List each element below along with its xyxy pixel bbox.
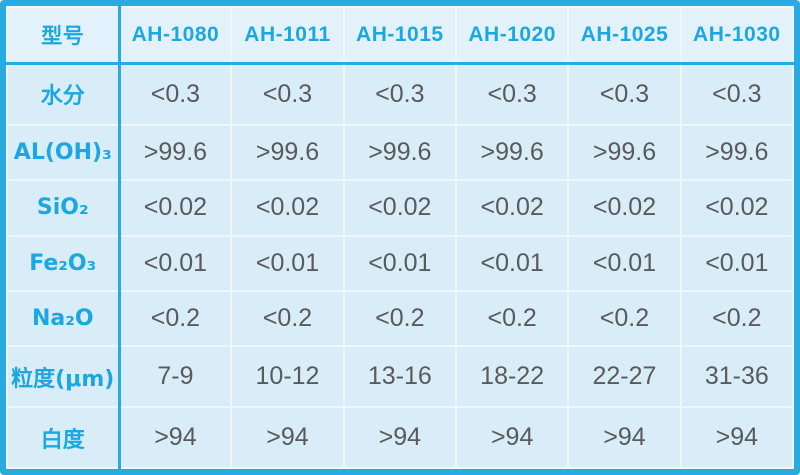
value-cell: <0.02 — [117, 179, 233, 237]
value-cell: 13-16 — [342, 345, 457, 409]
value-cell: <0.2 — [679, 289, 795, 348]
header-model-column: AH-1080 — [117, 6, 233, 65]
value-cell: <0.3 — [679, 62, 795, 126]
value-cell: >94 — [567, 406, 682, 469]
value-cell: >94 — [117, 406, 233, 469]
table-body: 水分 <0.3 <0.3 <0.3 <0.3 <0.3 <0.3 AL(OH)₃ >99.6 >9… — [6, 62, 795, 469]
value-cell: <0.3 — [454, 62, 570, 126]
value-cell: >94 — [342, 406, 457, 469]
header-model-label: 型号 — [6, 6, 121, 65]
value-cell: <0.3 — [117, 62, 233, 126]
table-row: Fe₂O₃ <0.01 <0.01 <0.01 <0.01 <0.01 <0.01 — [6, 234, 795, 292]
value-cell: <0.2 — [117, 289, 233, 348]
value-cell: >99.6 — [342, 123, 457, 182]
header-model-column: AH-1025 — [567, 6, 682, 65]
value-cell: 31-36 — [679, 345, 795, 409]
row-label: 粒度(μm) — [6, 345, 121, 409]
value-cell: 10-12 — [230, 345, 345, 409]
value-cell: >94 — [230, 406, 345, 469]
value-cell: <0.2 — [230, 289, 345, 348]
table-head: 型号 AH-1080 AH-1011 AH-1015 AH-1020 AH-1025 AH-… — [6, 6, 795, 65]
value-cell: >99.6 — [679, 123, 795, 182]
table-row: SiO₂ <0.02 <0.02 <0.02 <0.02 <0.02 <0.02 — [6, 179, 795, 237]
header-row: 型号 AH-1080 AH-1011 AH-1015 AH-1020 AH-1025 AH-… — [6, 6, 795, 65]
row-label: 白度 — [6, 406, 121, 469]
value-cell: <0.3 — [567, 62, 682, 126]
table-row: 水分 <0.3 <0.3 <0.3 <0.3 <0.3 <0.3 — [6, 62, 795, 126]
row-label: Fe₂O₃ — [6, 234, 121, 292]
value-cell: <0.01 — [230, 234, 345, 292]
value-cell: <0.01 — [567, 234, 682, 292]
value-cell: <0.2 — [567, 289, 682, 348]
header-model-column: AH-1030 — [679, 6, 795, 65]
header-model-column: AH-1015 — [342, 6, 457, 65]
value-cell: 7-9 — [117, 345, 233, 409]
value-cell: >94 — [679, 406, 795, 469]
value-cell: <0.3 — [230, 62, 345, 126]
spec-table-grid: 型号 AH-1080 AH-1011 AH-1015 AH-1020 AH-1025 AH-… — [6, 6, 795, 469]
value-cell: <0.02 — [342, 179, 457, 237]
value-cell: <0.02 — [230, 179, 345, 237]
value-cell: <0.01 — [117, 234, 233, 292]
row-label: AL(OH)₃ — [6, 123, 121, 182]
value-cell: <0.2 — [454, 289, 570, 348]
value-cell: >94 — [454, 406, 570, 469]
value-cell: <0.02 — [567, 179, 682, 237]
table-row: 粒度(μm) 7-9 10-12 13-16 18-22 22-27 31-36 — [6, 345, 795, 409]
value-cell: 18-22 — [454, 345, 570, 409]
header-model-column: AH-1011 — [230, 6, 345, 65]
header-model-column: AH-1020 — [454, 6, 570, 65]
value-cell: <0.02 — [679, 179, 795, 237]
value-cell: >99.6 — [117, 123, 233, 182]
value-cell: >99.6 — [567, 123, 682, 182]
value-cell: <0.3 — [342, 62, 457, 126]
table-row: 白度 >94 >94 >94 >94 >94 >94 — [6, 406, 795, 469]
row-label: Na₂O — [6, 289, 121, 348]
value-cell: 22-27 — [567, 345, 682, 409]
table-row: AL(OH)₃ >99.6 >99.6 >99.6 >99.6 >99.6 >99.6 — [6, 123, 795, 182]
value-cell: <0.01 — [342, 234, 457, 292]
value-cell: <0.02 — [454, 179, 570, 237]
value-cell: >99.6 — [230, 123, 345, 182]
row-label: 水分 — [6, 62, 121, 126]
table-row: Na₂O <0.2 <0.2 <0.2 <0.2 <0.2 <0.2 — [6, 289, 795, 348]
value-cell: <0.01 — [454, 234, 570, 292]
row-label: SiO₂ — [6, 179, 121, 237]
value-cell: <0.2 — [342, 289, 457, 348]
value-cell: <0.01 — [679, 234, 795, 292]
value-cell: >99.6 — [454, 123, 570, 182]
